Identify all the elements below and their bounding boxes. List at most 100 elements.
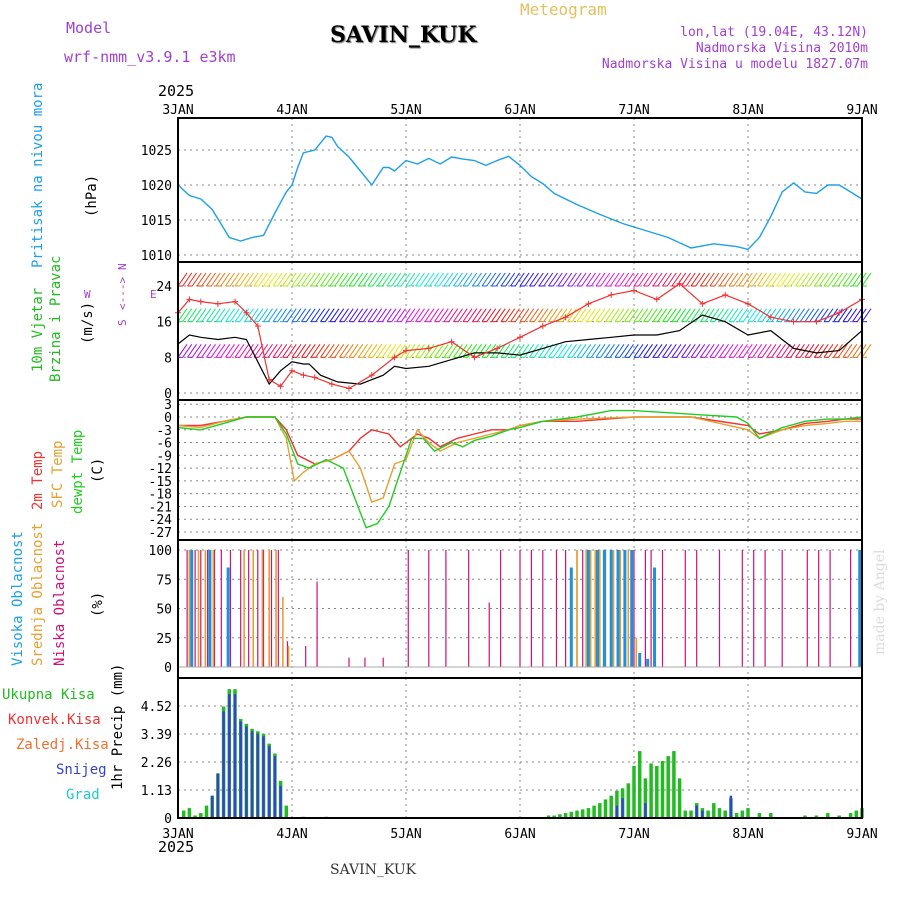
wind-barb (491, 344, 501, 358)
wind-barb (320, 344, 330, 358)
wind-barb (272, 272, 283, 287)
frame-layer (177, 117, 863, 819)
wind-barb (215, 308, 226, 322)
wind-barb (742, 344, 753, 358)
precip-bar-snijeg (279, 785, 282, 818)
precip-bar-ukupna (666, 756, 670, 818)
precip-bar-ukupna (723, 810, 727, 818)
clouds-ytick-label: 25 (156, 632, 172, 647)
wind-barb (348, 308, 359, 322)
wind-barb (177, 308, 188, 322)
pressure-line (177, 135, 863, 251)
wind-barb (291, 344, 302, 358)
wind-barb (571, 308, 582, 322)
wind-barb (676, 344, 687, 358)
wind-barb (438, 308, 449, 322)
wind-barb (647, 272, 658, 287)
wind-barb (776, 272, 786, 287)
precip-ytick-label: 2.26 (141, 756, 172, 771)
precip-bar-ukupna (204, 805, 209, 818)
wind-barb (453, 344, 463, 358)
wind-barb (253, 272, 264, 287)
data-layer (175, 135, 872, 818)
precip-bar-ukupna (643, 778, 648, 818)
wind-barb (324, 272, 335, 287)
wind-barb (628, 272, 639, 287)
wind-barb (448, 272, 459, 287)
x-label-bottom: 5JAN (390, 827, 421, 842)
wind-barb (662, 344, 672, 358)
wind-barb (315, 344, 326, 358)
wind-barb (652, 272, 663, 287)
wind-gust-marker (300, 372, 307, 379)
wind-barb (643, 272, 653, 287)
wind-barb (628, 344, 639, 358)
wind-barb (505, 272, 516, 287)
wind-barb (263, 344, 273, 358)
wind-barb (804, 308, 815, 322)
wind-barb (467, 344, 478, 358)
wind-barb (329, 344, 340, 358)
wind-speed-line (177, 314, 863, 386)
wind-barb (210, 272, 221, 287)
wind-barb (519, 272, 530, 287)
wind-barb (586, 308, 596, 322)
wind-barb (277, 344, 288, 358)
wind-barb (472, 308, 482, 322)
wind-barb (837, 308, 848, 322)
wind-barb (429, 308, 440, 322)
wind-gust-marker (539, 323, 546, 330)
precip-bar-ukupna (854, 810, 859, 818)
wind-barb (647, 308, 658, 322)
wind-barb (614, 272, 625, 287)
wind-barb (462, 272, 473, 287)
wind-barb (457, 344, 468, 358)
wind-barb (343, 344, 354, 358)
precip-bar-ukupna (615, 790, 619, 818)
wind-barb (386, 272, 397, 287)
precip-bar-snijeg (701, 810, 704, 818)
wind-barb (609, 272, 620, 287)
wind-barb (757, 272, 767, 287)
wind-barb (828, 272, 839, 287)
wind-barb (286, 344, 297, 358)
wind-barb (410, 272, 421, 287)
wind-barb (187, 308, 197, 322)
wind-barb (548, 308, 558, 322)
wind-barb (538, 272, 549, 287)
wind-barb (619, 272, 630, 287)
grid-layer (178, 118, 862, 819)
wind-gust-marker (517, 334, 523, 341)
wind-barb (182, 308, 193, 322)
wind-barb (405, 272, 416, 287)
wind-barb (419, 308, 430, 322)
precip-conv-title: Konvek.Kisa (8, 712, 101, 728)
wind-barb (567, 344, 577, 358)
wind-barb (215, 344, 226, 358)
wind-barb (742, 308, 753, 322)
wind-barb (239, 344, 250, 358)
wind-barb (742, 272, 753, 287)
wind-barb (410, 344, 421, 358)
wind-barb (795, 344, 805, 358)
wind-barb (229, 344, 240, 358)
wind-barb (358, 272, 368, 287)
wind-barb (377, 308, 387, 322)
wind-barb (595, 308, 606, 322)
wind-barb (367, 344, 378, 358)
wind-barb (638, 272, 649, 287)
x-label-bottom: 7JAN (618, 827, 649, 842)
wind-barb (229, 272, 240, 287)
wind-barb (196, 344, 207, 358)
wind-barb (191, 344, 202, 358)
wind-barb (723, 272, 734, 287)
wind-barb (771, 272, 782, 287)
wind-barb (671, 344, 682, 358)
wind-barb (225, 272, 235, 287)
precip-bar-ukupna (706, 810, 710, 818)
model-altitude-label: Nadmorska Visina u modelu 1827.07m (601, 57, 868, 72)
wind-barb (353, 272, 364, 287)
wind-barb (182, 272, 193, 287)
wind-barb (244, 272, 254, 287)
wind-barb (633, 272, 644, 287)
